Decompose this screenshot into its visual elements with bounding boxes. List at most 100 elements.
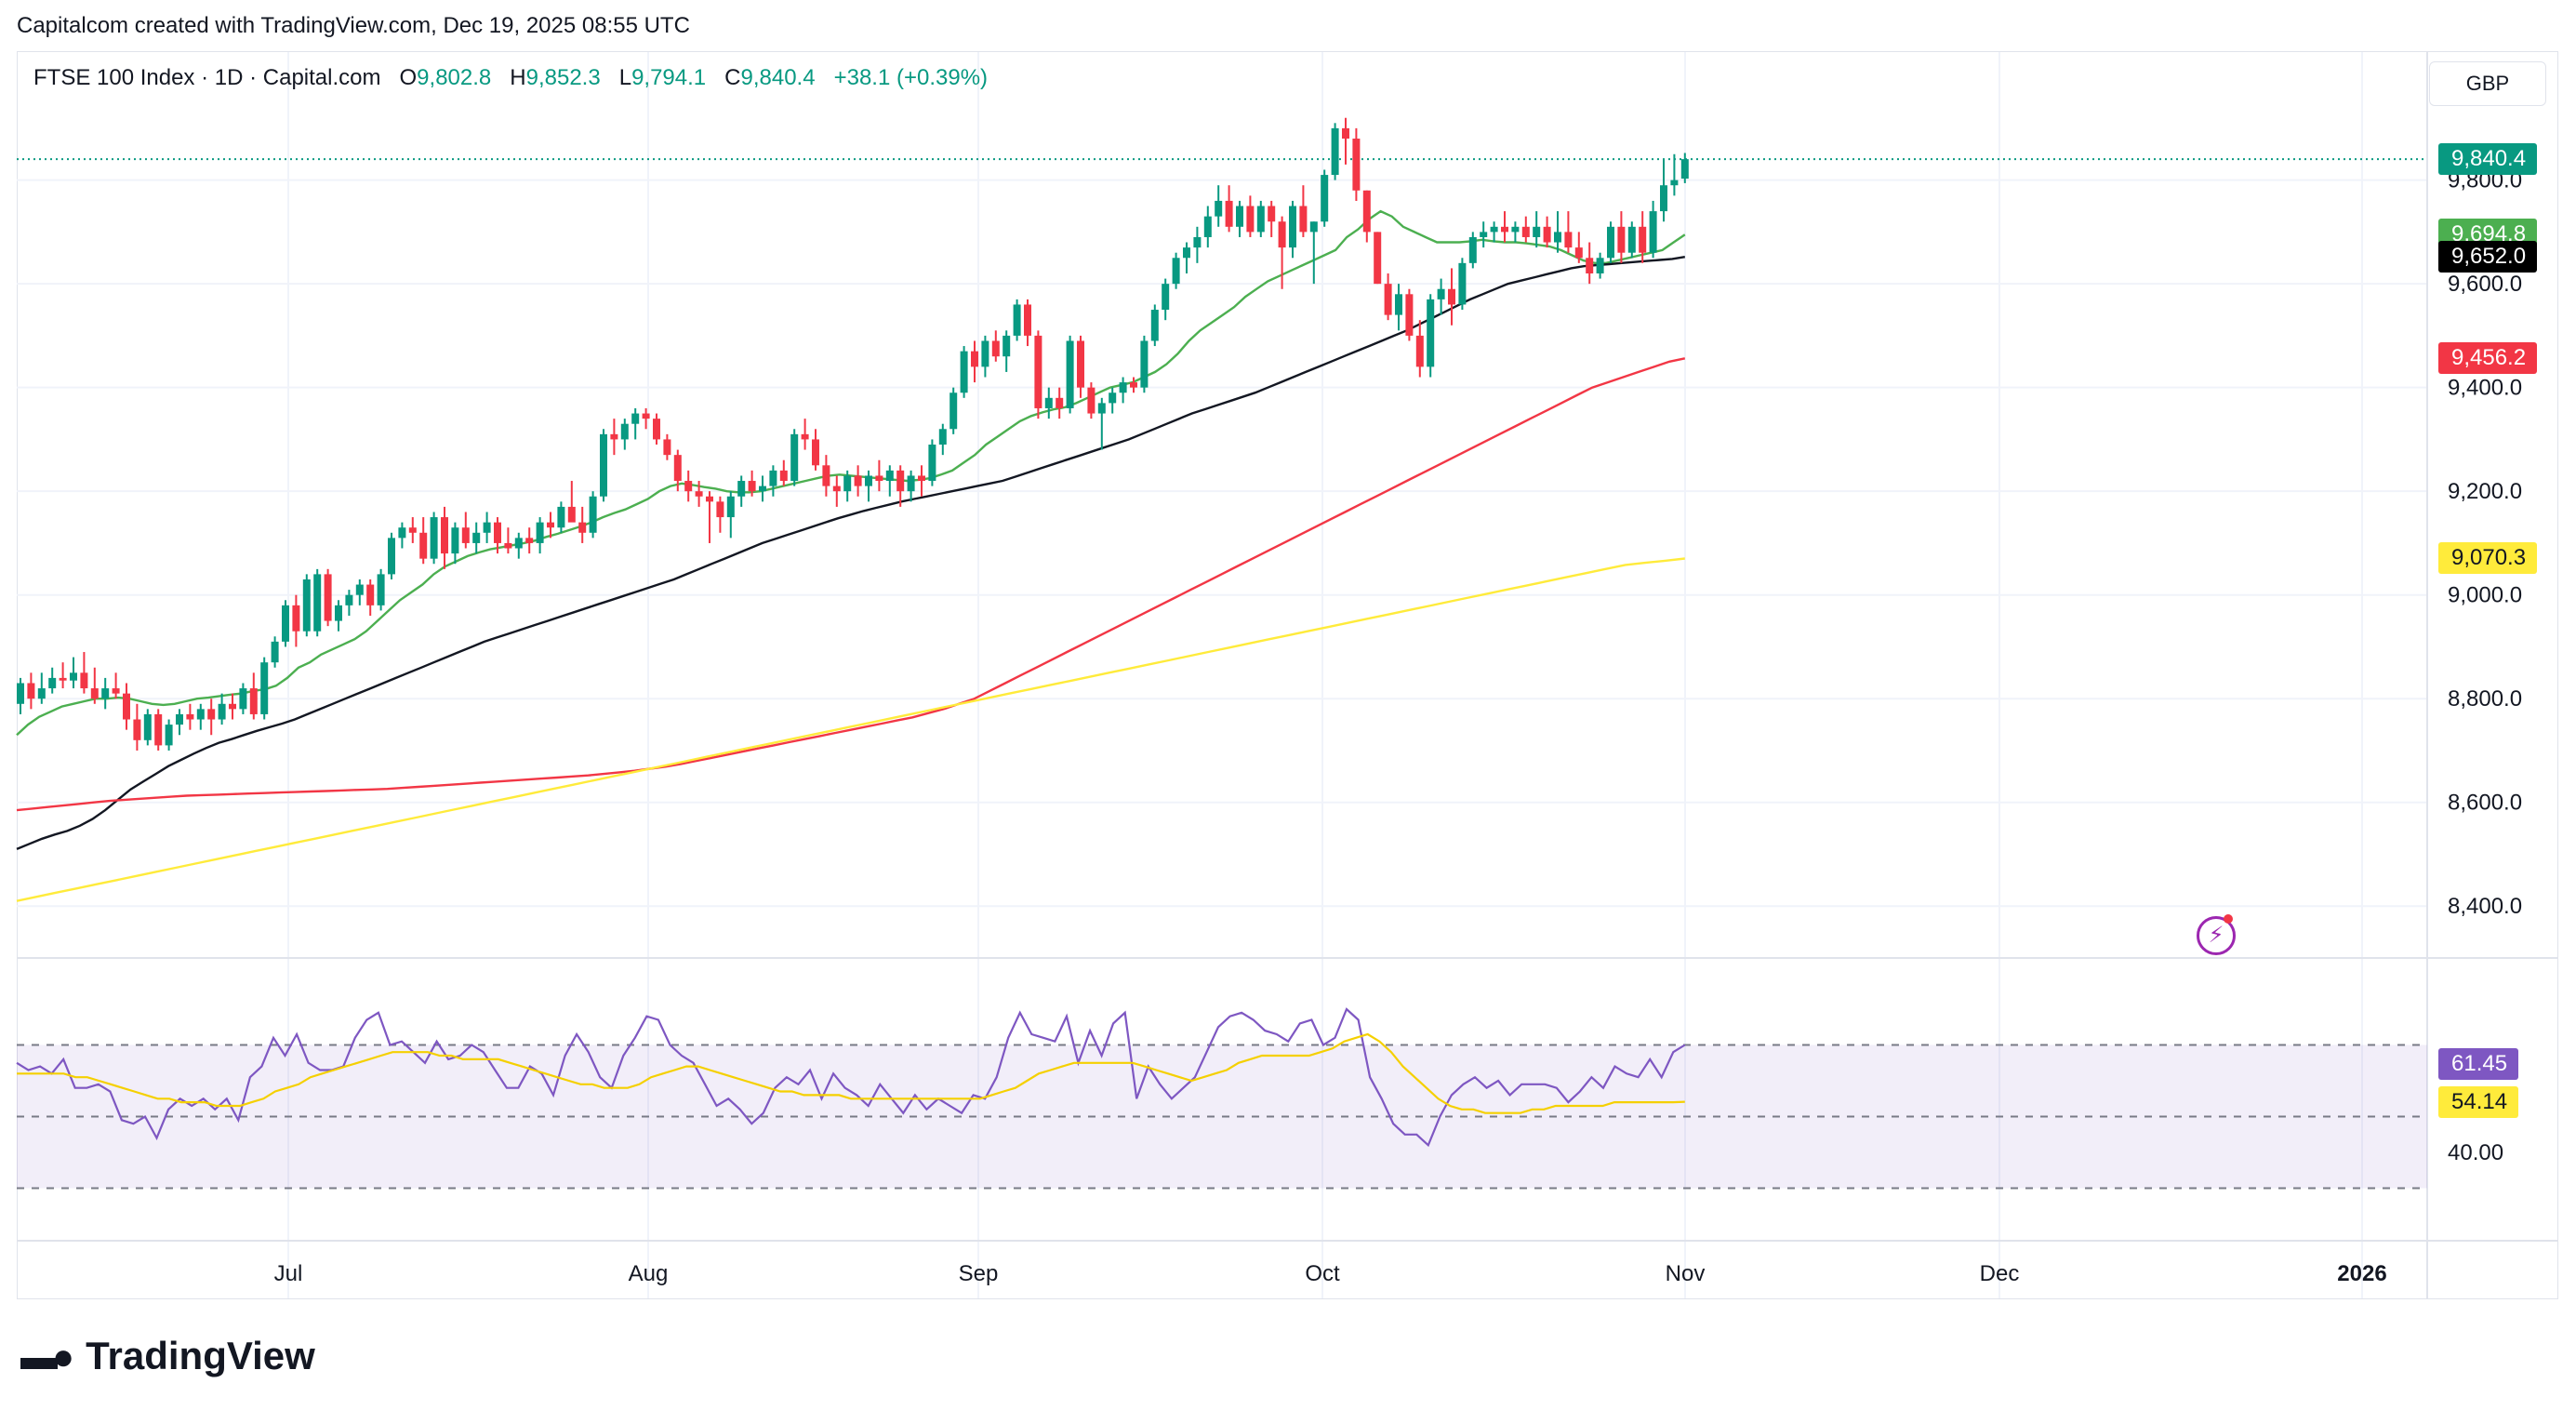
candle-body [1299, 206, 1308, 233]
candle-body [557, 506, 565, 528]
candle-body [865, 475, 872, 486]
candle-body [1044, 397, 1053, 408]
candle-body [832, 486, 841, 492]
candle-body [1225, 200, 1233, 227]
candle-body [154, 713, 163, 746]
price-tick-label: 8,600.0 [2448, 791, 2522, 816]
candle-body [885, 470, 894, 482]
candle-body [133, 719, 141, 740]
symbol-title[interactable]: FTSE 100 Index · 1D · Capital.com [33, 65, 381, 90]
candle-body [907, 475, 915, 492]
candle-body [1574, 247, 1583, 259]
candle-body [451, 527, 459, 554]
low-label: L [618, 65, 632, 90]
candle-body [631, 413, 640, 424]
rsi-tag: 54.14 [2438, 1085, 2519, 1118]
candle-body [938, 429, 947, 445]
candle-body [1543, 226, 1551, 243]
candle-body [536, 522, 544, 543]
candle-body [1109, 392, 1117, 404]
candle-body [589, 496, 597, 533]
candle-body [430, 517, 438, 559]
candle-body [1437, 288, 1445, 299]
candle-body [896, 470, 905, 492]
candle-body [1342, 127, 1349, 140]
notification-dot [2224, 914, 2233, 924]
candle-body [695, 491, 703, 497]
candle-body [960, 351, 968, 393]
candle-body [1533, 226, 1541, 237]
candle-body [1024, 304, 1031, 336]
currency-button[interactable]: GBP [2429, 61, 2546, 106]
tv-mark-icon: ▬● [20, 1337, 74, 1377]
price-tick-label: 9,200.0 [2448, 479, 2522, 504]
candle-body [726, 496, 735, 518]
rsi-line [17, 1032, 1685, 1114]
candle-body [1246, 206, 1255, 233]
change-value: +38.1 (+0.39%) [833, 65, 989, 90]
candlesticks [17, 117, 1689, 751]
candle-body [1289, 206, 1296, 248]
candle-body [504, 542, 512, 549]
candle-body [388, 538, 395, 575]
candle-body [483, 522, 491, 533]
candle-body [991, 340, 1000, 357]
candle-body [1162, 284, 1170, 311]
candle-body [27, 683, 35, 699]
high-value: 9,852.3 [525, 65, 601, 90]
lightning-icon[interactable]: ⚡ [2197, 916, 2236, 955]
candle-body [1193, 236, 1202, 248]
chart-frame [17, 51, 2558, 1299]
candle-body [673, 455, 682, 482]
candle-body [949, 392, 958, 430]
chart-legend: FTSE 100 Index · 1D · Capital.com O9,802… [33, 65, 988, 91]
candle-body [854, 475, 862, 486]
grid-lines [17, 52, 2558, 1298]
candle-body [1013, 304, 1021, 336]
candle-body [70, 672, 77, 681]
candle-body [1203, 216, 1212, 237]
logo-text: TradingView [86, 1334, 315, 1377]
moving-average-line [16, 357, 1686, 812]
candle-body [981, 340, 989, 367]
candle-body [1119, 382, 1127, 393]
candle-body [1130, 382, 1137, 388]
candle-body [1660, 185, 1667, 212]
candle-body [567, 506, 576, 523]
close-value: 9,840.4 [740, 65, 816, 90]
candle-body [1056, 397, 1064, 408]
candle-body [790, 433, 799, 482]
candle-body [218, 703, 226, 720]
candle-body [716, 501, 724, 518]
candle-body [1607, 226, 1614, 259]
candle-body [1362, 190, 1371, 233]
candle-body [282, 605, 289, 642]
candle-body [271, 641, 279, 663]
price-tag: 9,070.3 [2438, 542, 2538, 575]
candle-body [684, 481, 693, 492]
candle-body [186, 713, 194, 720]
price-tick-label: 9,000.0 [2448, 583, 2522, 608]
candle-body [1268, 206, 1276, 222]
candle-body [1501, 226, 1508, 233]
candle-body [653, 419, 660, 440]
candle-body [1554, 232, 1561, 243]
candle-body [1586, 258, 1594, 273]
candle-body [17, 683, 24, 704]
candle-body [461, 527, 470, 543]
candle-body [822, 465, 830, 486]
rsi-tag: 61.45 [2438, 1047, 2519, 1080]
candle-body [737, 481, 746, 497]
candle-body [620, 423, 629, 440]
candle-body [1309, 221, 1318, 233]
time-tick-label: Oct [1305, 1261, 1340, 1286]
candle-body [1374, 232, 1382, 285]
candle-body [90, 688, 99, 699]
candle-body [1596, 258, 1604, 273]
candle-body [1617, 226, 1626, 253]
candle-body [1649, 211, 1657, 253]
candle-body [59, 677, 67, 681]
candle-body [759, 486, 766, 492]
candle-body [600, 433, 607, 497]
